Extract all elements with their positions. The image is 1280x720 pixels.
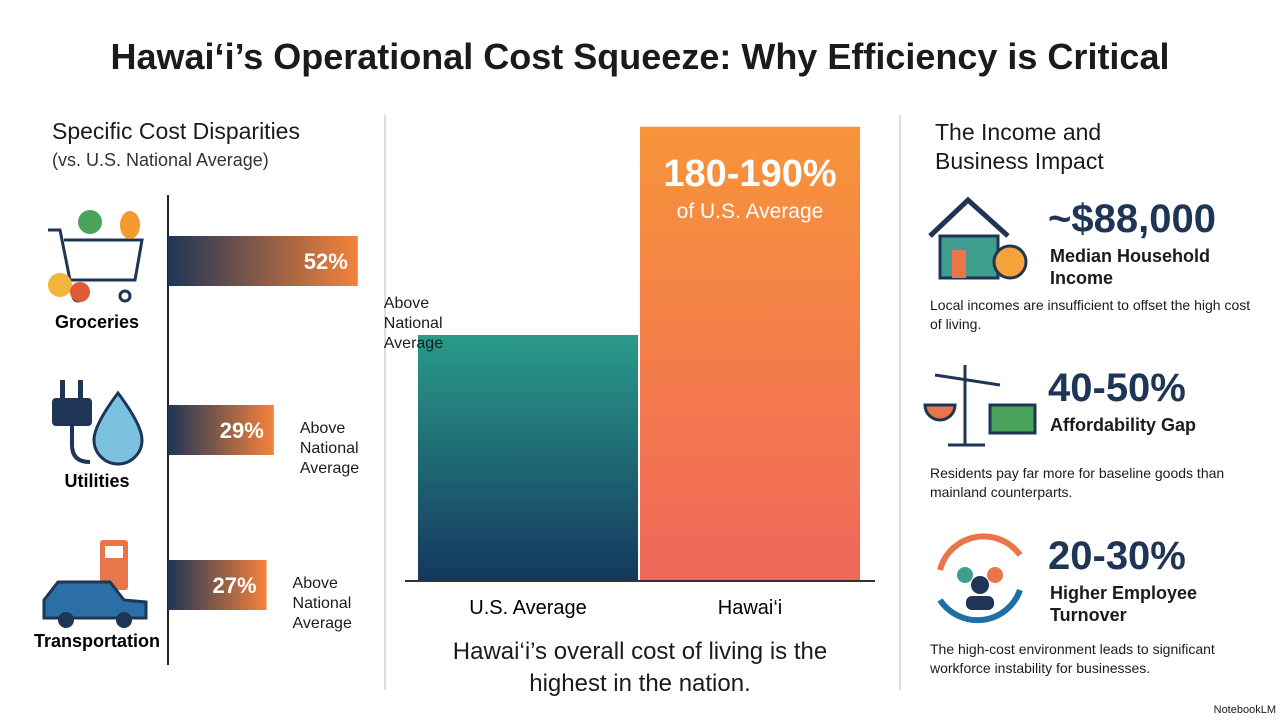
house-icon [928, 196, 1028, 280]
section-subtitle: (vs. U.S. National Average) [52, 150, 269, 170]
x-tick-label: Hawai‘i [718, 597, 782, 619]
value-label: 52% [304, 249, 348, 274]
bar [168, 560, 267, 610]
annotation: Above National Average [299, 420, 360, 477]
bar [418, 335, 638, 580]
footer: NotebookLM [1213, 704, 1276, 716]
bar [168, 236, 358, 286]
groceries-icon [48, 210, 144, 303]
x-tick-label: U.S. Average [469, 597, 586, 619]
value-label: 27% [213, 573, 257, 598]
annotation: Above National Average [383, 295, 444, 352]
stat-text: Local incomes are insufficient to offset… [930, 297, 1251, 332]
caption: Hawai‘i’s overall cost of living is the … [452, 638, 828, 697]
section-title: Specific Cost Disparities [52, 118, 300, 144]
stat-label: Higher Employee Turnover [1050, 583, 1198, 625]
value-label: 29% [220, 418, 264, 443]
stat-label: Affordability Gap [1050, 415, 1197, 435]
category-label: Groceries [55, 312, 139, 332]
title: Hawai‘i’s Operational Cost Squeeze: Why … [110, 36, 1170, 77]
bar [168, 405, 274, 455]
stat-label: Median Household Income [1050, 246, 1211, 288]
category-label: Utilities [64, 471, 129, 491]
turnover-icon [937, 533, 1023, 624]
stat-value: 20-30% [1048, 534, 1186, 578]
bar [640, 126, 860, 580]
utilities-icon [52, 380, 144, 466]
stat-text: The high-cost environment leads to signi… [930, 641, 1215, 676]
bar-annotation-sub: of U.S. Average [677, 200, 824, 223]
bar-annotation: 180-190% [663, 153, 836, 195]
section-title: The Income and Business Impact [935, 119, 1104, 174]
annotation: Above National Average [292, 575, 352, 632]
scale-icon [923, 365, 1037, 447]
stat-value: 40-50% [1048, 366, 1186, 410]
stat-value: ~$88,000 [1048, 197, 1216, 241]
stat-text: Residents pay far more for baseline good… [930, 465, 1225, 500]
category-label: Transportation [34, 631, 160, 651]
transportation-icon [42, 540, 148, 628]
